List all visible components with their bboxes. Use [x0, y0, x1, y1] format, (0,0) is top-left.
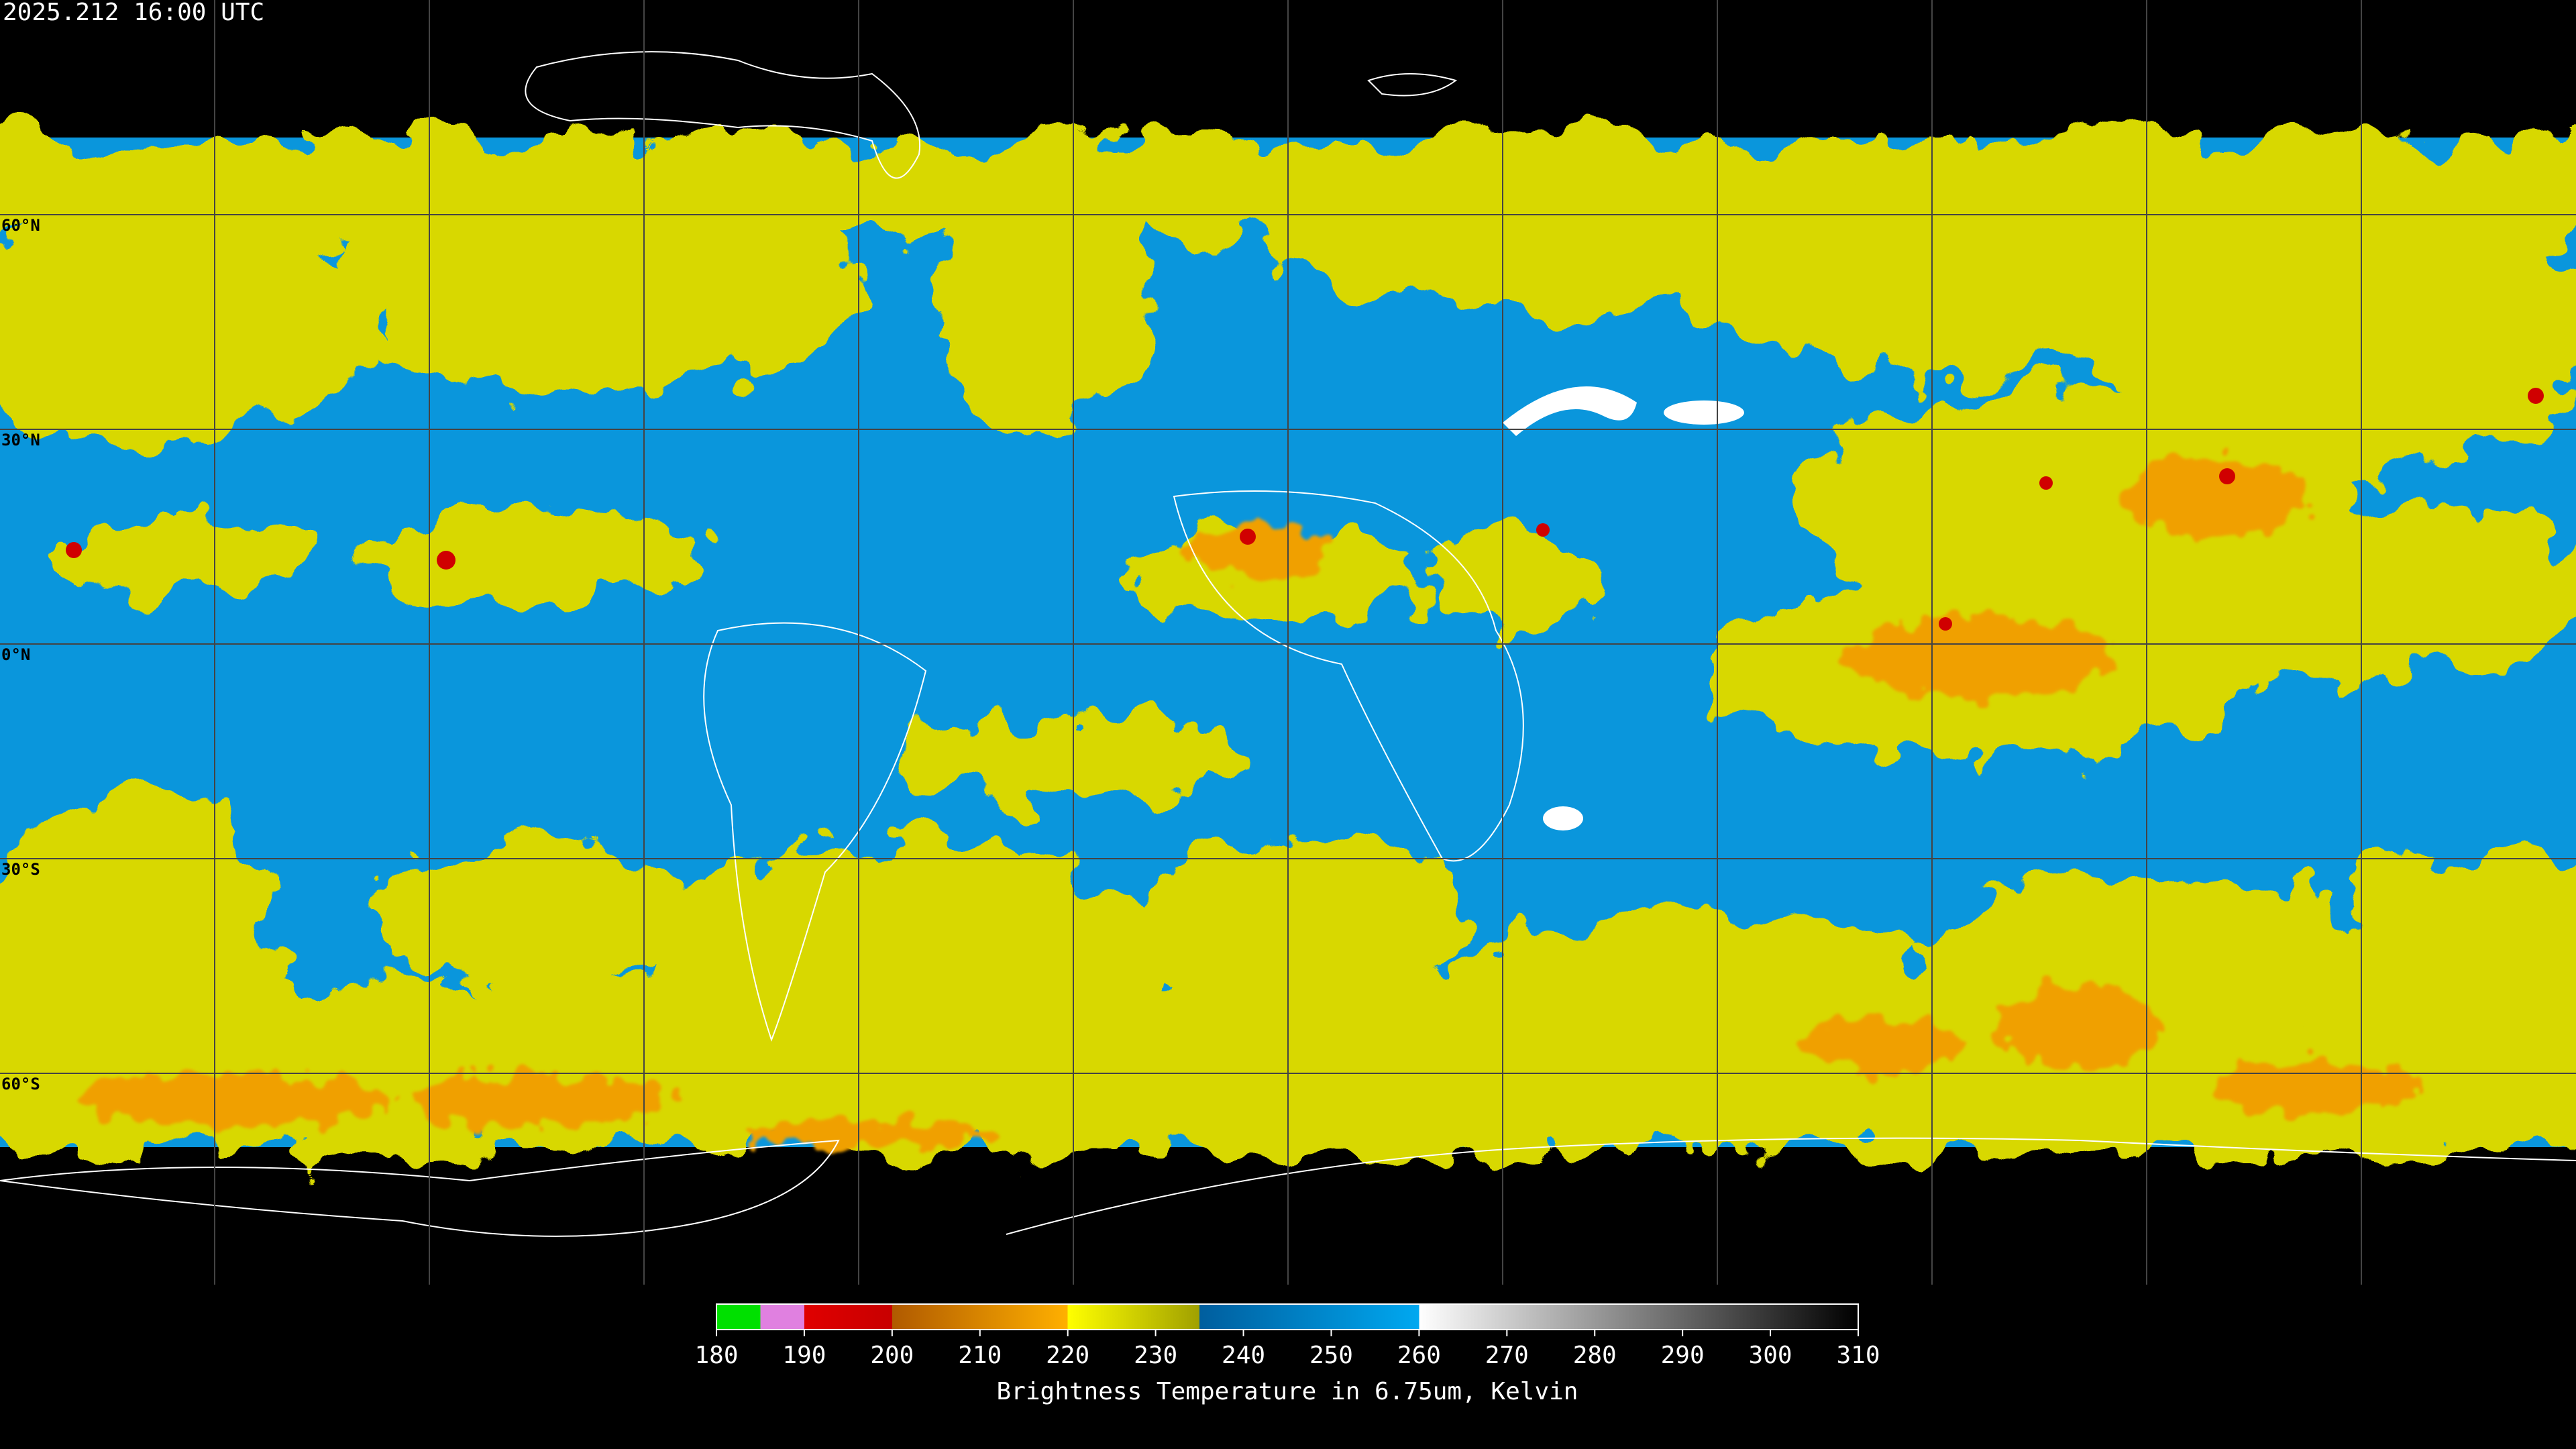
latitude-label: 30°S — [1, 860, 40, 879]
colorbar-scale — [716, 1303, 1859, 1330]
graticule: 60°N 30°N 0°N 30°S 60°S — [0, 0, 2576, 1285]
colorbar-tick-label: 220 — [1046, 1342, 1089, 1369]
colorbar-tick-label: 240 — [1222, 1342, 1265, 1369]
colorbar: Brightness Temperature in 6.75um, Kelvin… — [694, 1303, 1880, 1405]
latitude-label: 0°N — [1, 645, 30, 664]
latitude-label: 60°N — [1, 216, 40, 235]
colorbar-label: Brightness Temperature in 6.75um, Kelvin — [997, 1378, 1578, 1405]
colorbar-tick-label: 200 — [870, 1342, 914, 1369]
imagery: 60°N 30°N 0°N 30°S 60°S — [0, 0, 2576, 1285]
colorbar-tick-label: 290 — [1661, 1342, 1705, 1369]
colorbar-tick-label: 260 — [1397, 1342, 1441, 1369]
warm-dry-spots — [1503, 386, 1744, 830]
latitude-label: 60°S — [1, 1075, 40, 1093]
colorbar-tick-label: 210 — [958, 1342, 1002, 1369]
colorbar-tick-label: 310 — [1836, 1342, 1880, 1369]
timestamp: 2025.212 16:00 UTC — [3, 0, 264, 26]
colorbar-tick-label: 190 — [782, 1342, 826, 1369]
colorbar-tick-label: 180 — [694, 1342, 738, 1369]
deep-convection — [66, 388, 2544, 631]
colorbar-tick-label: 250 — [1309, 1342, 1353, 1369]
colorbar-tick-label: 230 — [1134, 1342, 1177, 1369]
latitude-label: 30°N — [1, 431, 40, 449]
colorbar-tick-label: 300 — [1749, 1342, 1792, 1369]
colorbar-tick-label: 270 — [1485, 1342, 1529, 1369]
coastlines — [0, 51, 2576, 1237]
colorbar-tick-label: 280 — [1573, 1342, 1617, 1369]
